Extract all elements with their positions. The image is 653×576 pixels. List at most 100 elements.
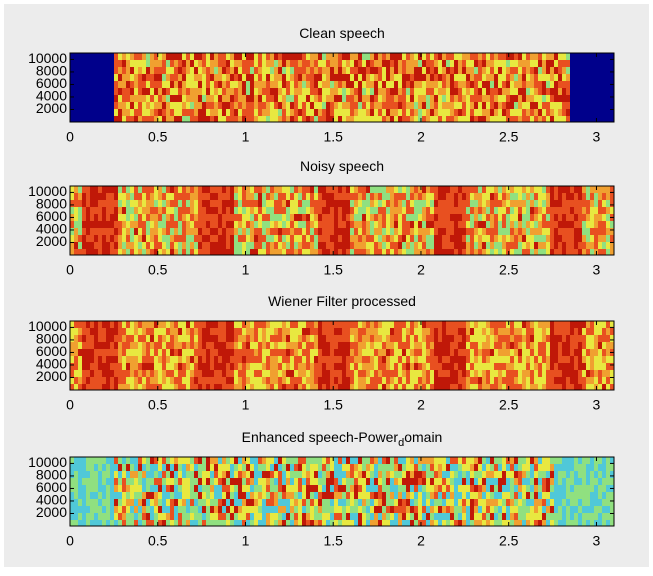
spectrogram-cell <box>606 242 610 249</box>
spectrogram-cell <box>422 53 426 60</box>
spectrogram-cell <box>302 492 306 499</box>
spectrogram-cell <box>350 370 354 377</box>
spectrogram-cell <box>518 102 522 109</box>
spectrogram-cell <box>74 249 78 255</box>
spectrogram-cell <box>238 242 242 249</box>
spectrogram-cell <box>94 214 98 221</box>
spectrogram-cell <box>238 321 242 328</box>
spectrogram-cell <box>522 67 526 74</box>
spectrogram-cell <box>434 370 438 377</box>
spectrogram-cell <box>262 349 266 356</box>
spectrogram-cell <box>174 485 178 492</box>
spectrogram-cell <box>194 207 198 214</box>
spectrogram-cell <box>302 335 306 342</box>
spectrogram-cell <box>258 485 262 492</box>
spectrogram-cell <box>258 349 262 356</box>
spectrogram-cell <box>122 228 126 235</box>
spectrogram-cell <box>334 464 338 471</box>
spectrogram-cell <box>358 377 362 384</box>
spectrogram-cell <box>246 67 250 74</box>
spectrogram-cell <box>94 207 98 214</box>
spectrogram-cell <box>246 520 250 526</box>
spectrogram-cell <box>194 60 198 67</box>
spectrogram-cell <box>538 207 542 214</box>
spectrogram-cell <box>130 200 134 207</box>
spectrogram-cell <box>506 249 510 255</box>
spectrogram-cell <box>222 370 226 377</box>
spectrogram-cell <box>146 60 150 67</box>
spectrogram-cell <box>178 335 182 342</box>
spectrogram-cell <box>602 53 606 60</box>
spectrogram-cell <box>78 335 82 342</box>
spectrogram-cell <box>506 200 510 207</box>
spectrogram-cell <box>338 228 342 235</box>
spectrogram-cell <box>494 74 498 81</box>
spectrogram-cell <box>170 464 174 471</box>
spectrogram-cell <box>426 370 430 377</box>
spectrogram-cell <box>594 342 598 349</box>
spectrogram-cell <box>454 116 458 122</box>
spectrogram-cell <box>362 74 366 81</box>
spectrogram-cell <box>386 478 390 485</box>
spectrogram-cell <box>90 335 94 342</box>
spectrogram-cell <box>362 249 366 255</box>
spectrogram-cell <box>294 485 298 492</box>
spectrogram-cell <box>514 67 518 74</box>
spectrogram-cell <box>490 214 494 221</box>
spectrogram-cell <box>514 95 518 102</box>
spectrogram-cell <box>358 335 362 342</box>
spectrogram-cell <box>94 321 98 328</box>
spectrogram-cell <box>98 235 102 242</box>
spectrogram-cell <box>186 457 190 464</box>
spectrogram-cell <box>270 116 274 122</box>
spectrogram-cell <box>434 81 438 88</box>
spectrogram-cell <box>350 499 354 506</box>
spectrogram-cell <box>550 342 554 349</box>
spectrogram-cell <box>74 67 78 74</box>
spectrogram-cell <box>402 193 406 200</box>
spectrogram-cell <box>186 520 190 526</box>
spectrogram-cell <box>194 499 198 506</box>
spectrogram-cell <box>150 221 154 228</box>
spectrogram-cell <box>378 492 382 499</box>
spectrogram-cell <box>270 478 274 485</box>
spectrogram-cell <box>78 363 82 370</box>
spectrogram-cell <box>306 363 310 370</box>
spectrogram-cell <box>362 102 366 109</box>
spectrogram-cell <box>122 193 126 200</box>
spectrogram-cell <box>294 377 298 384</box>
spectrogram-cell <box>422 95 426 102</box>
spectrogram-cell <box>594 228 598 235</box>
spectrogram-cell <box>518 95 522 102</box>
spectrogram-cell <box>554 242 558 249</box>
spectrogram-cell <box>210 221 214 228</box>
spectrogram-cell <box>330 235 334 242</box>
spectrogram-cell <box>590 242 594 249</box>
spectrogram-cell <box>522 370 526 377</box>
spectrogram-cell <box>502 95 506 102</box>
spectrogram-cell <box>110 228 114 235</box>
spectrogram-cell <box>274 384 278 390</box>
spectrogram-cell <box>74 321 78 328</box>
spectrogram-cell <box>306 485 310 492</box>
spectrogram-cell <box>226 186 230 193</box>
spectrogram-cell <box>318 186 322 193</box>
spectrogram-cell <box>210 242 214 249</box>
spectrogram-cell <box>306 95 310 102</box>
spectrogram-cell <box>314 60 318 67</box>
spectrogram-cell <box>338 464 342 471</box>
spectrogram-cell <box>314 520 318 526</box>
spectrogram-cell <box>282 81 286 88</box>
spectrogram-cell <box>378 200 382 207</box>
spectrogram-cell <box>366 116 370 122</box>
spectrogram-cell <box>130 67 134 74</box>
spectrogram-cell <box>110 370 114 377</box>
spectrogram-cell <box>146 109 150 116</box>
spectrogram-cell <box>318 193 322 200</box>
spectrogram-cell <box>306 228 310 235</box>
spectrogram-cell <box>262 60 266 67</box>
spectrogram-cell <box>166 513 170 520</box>
spectrogram-cell <box>198 228 202 235</box>
spectrogram-cell <box>450 95 454 102</box>
spectrogram-cell <box>434 193 438 200</box>
